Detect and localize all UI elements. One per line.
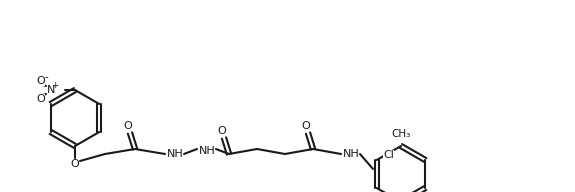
Text: O: O — [124, 121, 132, 131]
Text: O: O — [302, 121, 310, 131]
Text: Cl: Cl — [384, 150, 394, 160]
Text: O: O — [217, 126, 227, 136]
Text: N: N — [47, 85, 55, 95]
Text: -: - — [44, 72, 48, 82]
Text: O: O — [37, 94, 45, 104]
Text: NH: NH — [343, 149, 359, 159]
Text: O: O — [71, 159, 79, 169]
Text: NH: NH — [167, 149, 183, 159]
Text: +: + — [51, 80, 59, 89]
Text: NH: NH — [198, 146, 216, 156]
Text: CH₃: CH₃ — [392, 129, 411, 139]
Text: O: O — [37, 76, 45, 86]
